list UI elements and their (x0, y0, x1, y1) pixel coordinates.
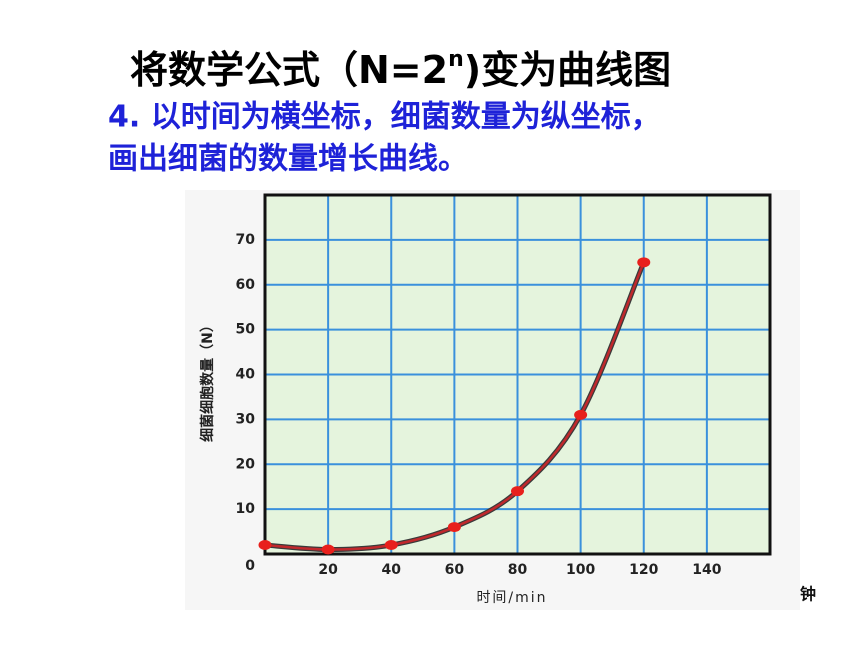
x-tick-label: 100 (566, 562, 595, 578)
x-tick-label: 20 (318, 562, 338, 578)
slide-title: 将数学公式（N=2n)变为曲线图 (130, 47, 671, 92)
x-tick-label: 40 (382, 562, 402, 578)
y-tick-label: 60 (236, 277, 256, 293)
x-tick-label: 140 (692, 562, 721, 578)
y-axis-label: 细菌细胞数量（N） (199, 318, 216, 442)
y-tick-label: 40 (236, 367, 256, 383)
title-sup: n (448, 47, 464, 72)
data-point (447, 522, 461, 533)
data-point (637, 257, 651, 268)
data-point (511, 486, 524, 497)
chart: 0 10 20 30 40 50 60 70 20 40 60 80 100 120 140 时间/min 细菌… (199, 193, 816, 606)
x-tick-label: 80 (508, 562, 528, 578)
subtitle: 4. 以时间为横坐标，细菌数量为纵坐标， (108, 100, 661, 135)
corner-note: 钟 (800, 585, 816, 604)
x-tick-label: 60 (445, 562, 465, 578)
data-point (258, 540, 272, 551)
title-text: 将数学公式（N=2 (130, 48, 448, 92)
y-tick-label: 70 (236, 232, 256, 248)
title-text: )变为曲线图 (464, 48, 671, 92)
data-point (321, 544, 335, 555)
x-tick-label: 120 (629, 562, 658, 578)
plot-border (263, 193, 772, 556)
data-point (384, 540, 398, 551)
y-tick-label: 30 (236, 411, 256, 427)
y-tick-label: 50 (236, 322, 256, 338)
y-tick-label: 20 (236, 456, 256, 472)
subtitle: 画出细菌的数量增长曲线。 (108, 142, 468, 177)
data-point (574, 409, 588, 420)
x-axis-label: 时间/min (476, 590, 547, 606)
y-tick-label: 0 (245, 558, 255, 574)
y-tick-label: 10 (236, 501, 256, 517)
